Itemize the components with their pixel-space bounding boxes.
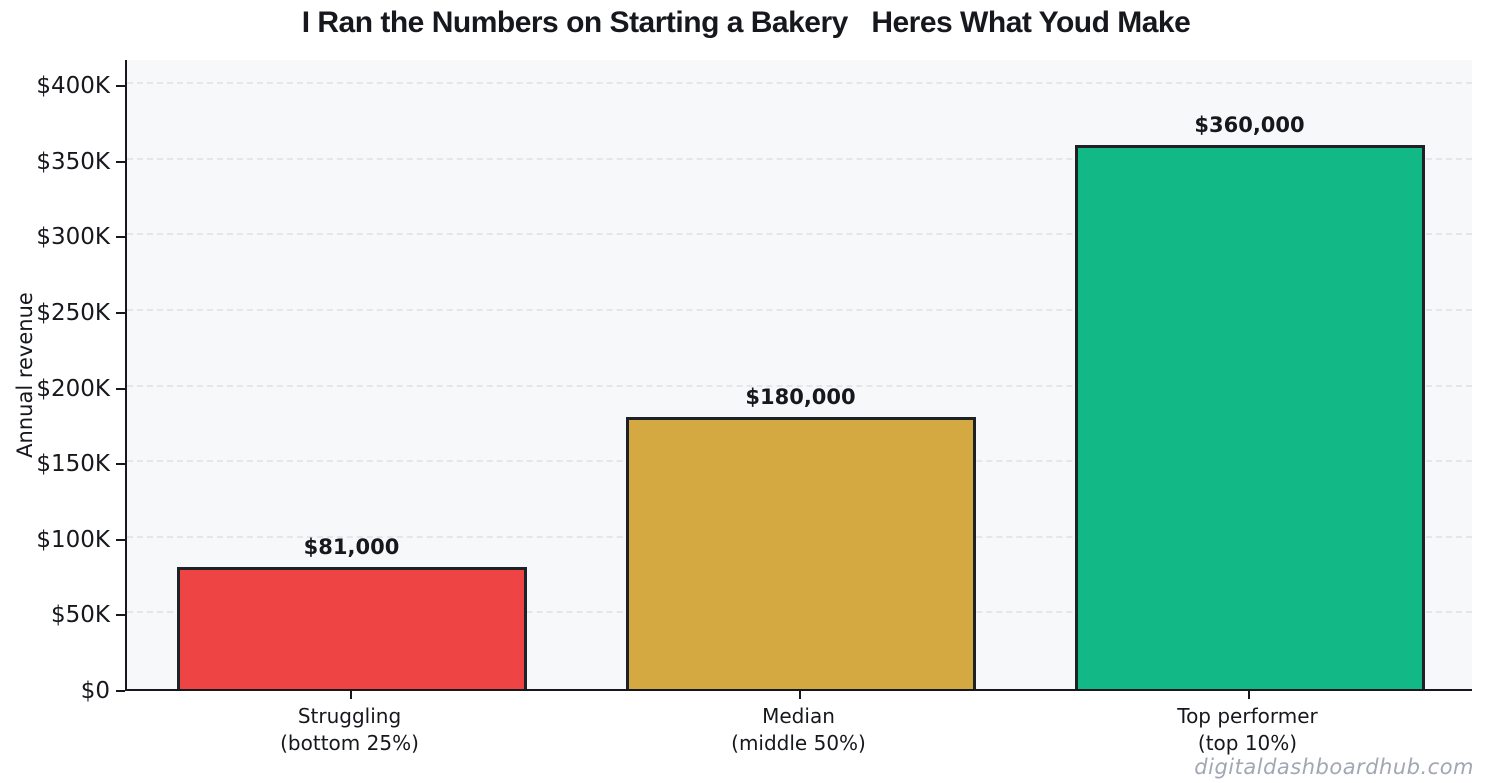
bar-median <box>625 416 976 689</box>
y-tick-label: $400K <box>36 73 110 99</box>
x-category-line1: Top performer <box>1177 704 1318 728</box>
x-category-label: Struggling (bottom 25%) <box>280 703 419 757</box>
bar-value-label: $180,000 <box>745 384 856 409</box>
chart-title: I Ran the Numbers on Starting a Bakery H… <box>301 6 1191 39</box>
bar-struggling <box>176 566 527 689</box>
x-category-line2: (bottom 25%) <box>280 731 419 755</box>
gridline <box>127 157 1472 160</box>
bar-value-label: $360,000 <box>1194 112 1305 137</box>
y-tick-label: $300K <box>36 224 110 251</box>
y-tick-mark <box>116 160 125 163</box>
y-tick-label: $350K <box>36 148 110 175</box>
y-tick-label: $250K <box>36 299 110 326</box>
x-category-line1: Struggling <box>297 704 402 728</box>
y-tick-mark <box>116 311 125 314</box>
bar-top-performer <box>1074 144 1425 689</box>
y-tick-label: $0 <box>80 678 110 704</box>
gridline <box>127 233 1472 236</box>
x-tick-mark <box>1247 691 1250 699</box>
x-tick-mark <box>798 691 801 699</box>
gridline <box>127 384 1472 387</box>
watermark: digitaldashboardhub.com <box>1194 755 1474 779</box>
x-category-line2: (middle 50%) <box>731 731 866 755</box>
y-tick-mark <box>116 387 125 390</box>
y-tick-mark <box>116 690 125 692</box>
y-tick-mark <box>116 85 125 87</box>
y-tick-label: $50K <box>51 602 110 629</box>
gridline <box>127 82 1472 84</box>
x-category-line2: (top 10%) <box>1197 731 1298 755</box>
y-tick-mark <box>116 463 125 466</box>
x-tick-mark <box>349 691 352 699</box>
y-tick-mark <box>116 236 125 239</box>
y-tick-mark <box>116 614 125 617</box>
y-tick-label: $100K <box>36 526 110 553</box>
gridline <box>127 308 1472 311</box>
x-category-line1: Median <box>762 704 835 728</box>
x-category-label: Top performer (top 10%) <box>1177 703 1318 757</box>
x-category-label: Median (middle 50%) <box>731 703 866 757</box>
bar-value-label: $81,000 <box>303 534 400 559</box>
plot-area: $81,000 $180,000 $360,000 <box>125 60 1472 691</box>
y-tick-label: $200K <box>36 375 110 402</box>
y-tick-label: $150K <box>36 451 110 478</box>
y-tick-mark <box>116 538 125 541</box>
